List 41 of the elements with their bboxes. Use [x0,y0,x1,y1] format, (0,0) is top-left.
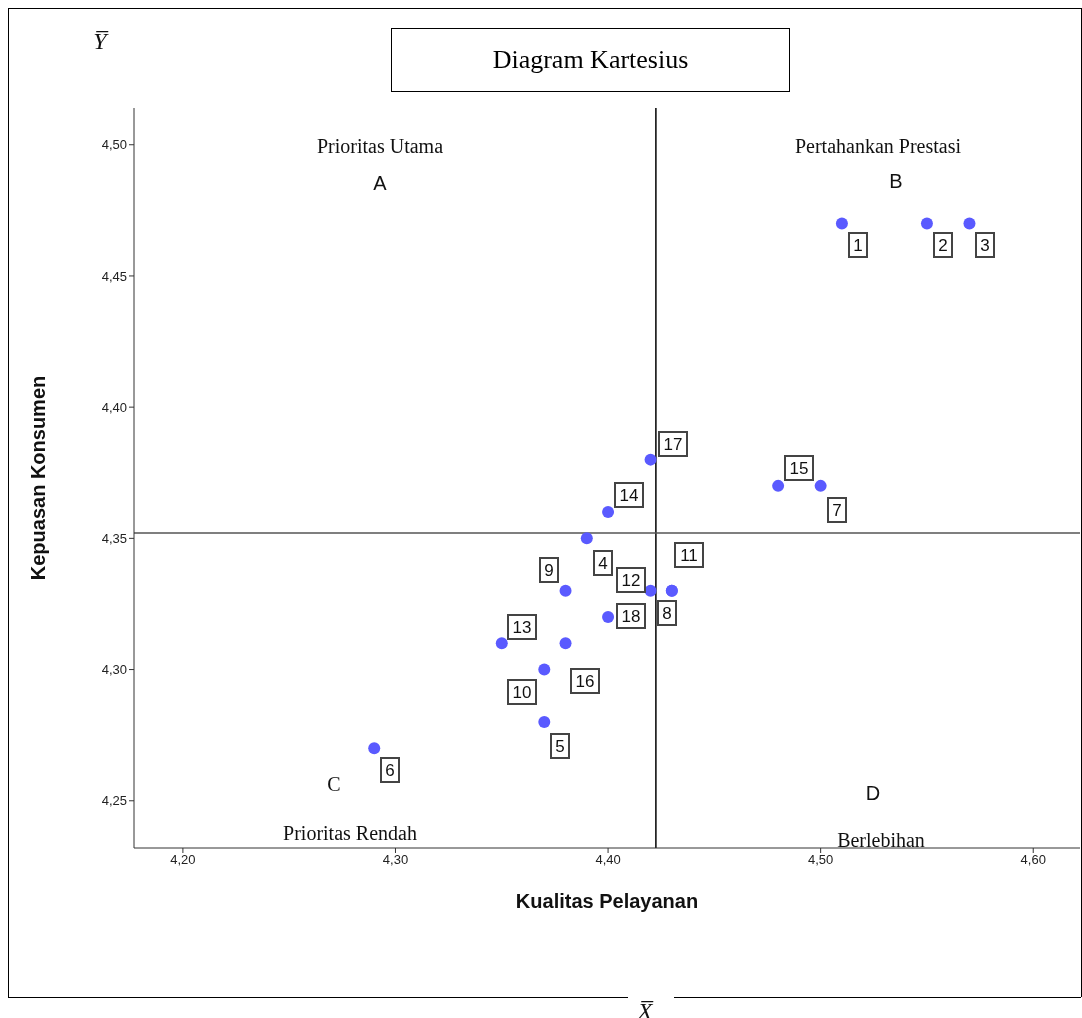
annotation: Pertahankan Prestasi [794,135,962,157]
annotation: 15 [789,458,809,478]
y-tick-label: 4,35 [101,530,127,546]
annotation: 4 [598,554,608,574]
annotation: 11 [680,545,698,565]
text: Y̅ [93,28,107,55]
annotation: Prioritas Utama [316,135,444,157]
x-tick-label: 4,20 [170,852,196,868]
annotation: 5 [555,737,566,757]
annotation: D [865,782,881,804]
annotation: 2 [938,236,948,256]
annotation: 18 [621,607,641,627]
annotation: 1 [853,236,863,256]
annotation: 7 [831,500,842,520]
y-tick-label: 4,30 [101,662,127,678]
annotation: B [889,170,903,192]
y-tick-label: 4,50 [101,137,127,153]
chart-title: Diagram Kartesius [391,28,790,92]
annotation: C [327,773,341,795]
annotation: Prioritas Rendah [283,822,417,844]
annotation: 17 [663,434,683,454]
annotation: 14 [619,486,639,506]
x-tick-label: 4,30 [382,852,409,868]
x-axis-title: Kualitas Pelayanan [515,890,699,912]
annotation: 16 [575,672,594,692]
annotation: 13 [512,618,532,638]
annotation: 12 [621,570,641,590]
annotation: 8 [662,603,672,623]
x-tick-label: 4,40 [595,852,621,868]
annotation: Berlebihan [837,829,925,851]
y-tick-label: 4,25 [101,793,127,809]
annotation: 9 [543,560,554,580]
annotation: 3 [980,236,991,256]
y-axis-title: Kepuasan Konsumen [27,375,50,581]
annotation: 6 [385,761,395,781]
annotation: 10 [512,682,532,702]
x-tick-label: 4,60 [1020,852,1046,868]
x-tick-label: 4,50 [807,852,834,868]
annotation: A [373,172,387,194]
y-tick-label: 4,40 [101,399,127,415]
y-tick-label: 4,45 [101,268,127,284]
